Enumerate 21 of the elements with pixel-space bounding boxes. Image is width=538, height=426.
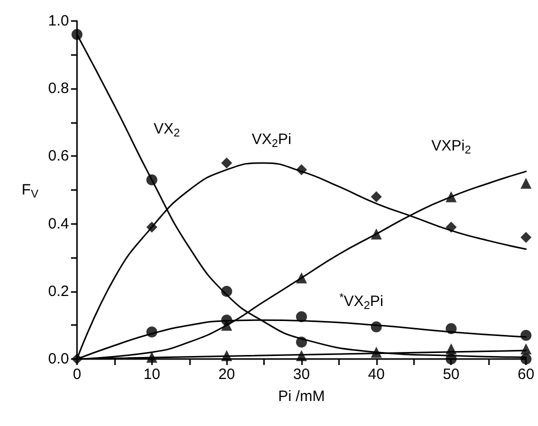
point xyxy=(72,29,82,40)
x-tick-label: 50 xyxy=(442,366,460,383)
x-tick-label: 30 xyxy=(293,366,310,383)
point xyxy=(520,343,532,354)
point xyxy=(370,191,382,202)
y-tick-label: 0.4 xyxy=(48,215,69,232)
point xyxy=(520,330,532,341)
x-tick-label: 60 xyxy=(518,366,534,383)
y-tick-label: 1.0 xyxy=(48,12,69,30)
x-tick-label: 20 xyxy=(218,366,236,383)
x-axis-title: Pi /mM xyxy=(278,388,325,405)
x-tick-label: 40 xyxy=(368,366,385,383)
y-tick-label: 0.8 xyxy=(48,80,69,98)
y-tick-label: 0.0 xyxy=(48,350,69,368)
point xyxy=(520,178,532,189)
x-tick-label: 0 xyxy=(72,366,82,383)
point xyxy=(221,157,232,168)
x-tick-label: 10 xyxy=(143,366,160,383)
point xyxy=(520,232,532,243)
y-tick-label: 0.2 xyxy=(48,282,69,300)
y-tick-label: 0.6 xyxy=(48,148,69,165)
